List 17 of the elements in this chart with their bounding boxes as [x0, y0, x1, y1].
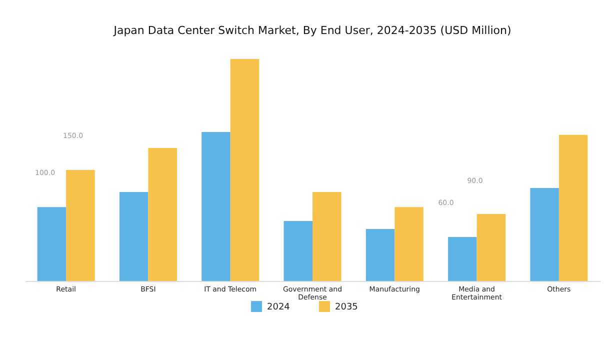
bar [312, 192, 342, 281]
bar [558, 134, 588, 281]
bar [366, 229, 395, 281]
bar [230, 59, 260, 281]
bar [394, 207, 424, 281]
bar [284, 221, 312, 281]
chart-title: Japan Data Center Switch Market, By End User, 2024-2035 (USD Million) [112, 24, 512, 37]
bar [119, 192, 148, 281]
bar [476, 214, 506, 281]
bar [37, 207, 66, 281]
legend-label: 2035 [335, 302, 358, 313]
bar [530, 188, 559, 281]
legend-label: 2024 [267, 302, 290, 313]
bar [66, 170, 95, 281]
bar [202, 132, 230, 281]
bar [148, 148, 177, 281]
bar [448, 237, 477, 281]
